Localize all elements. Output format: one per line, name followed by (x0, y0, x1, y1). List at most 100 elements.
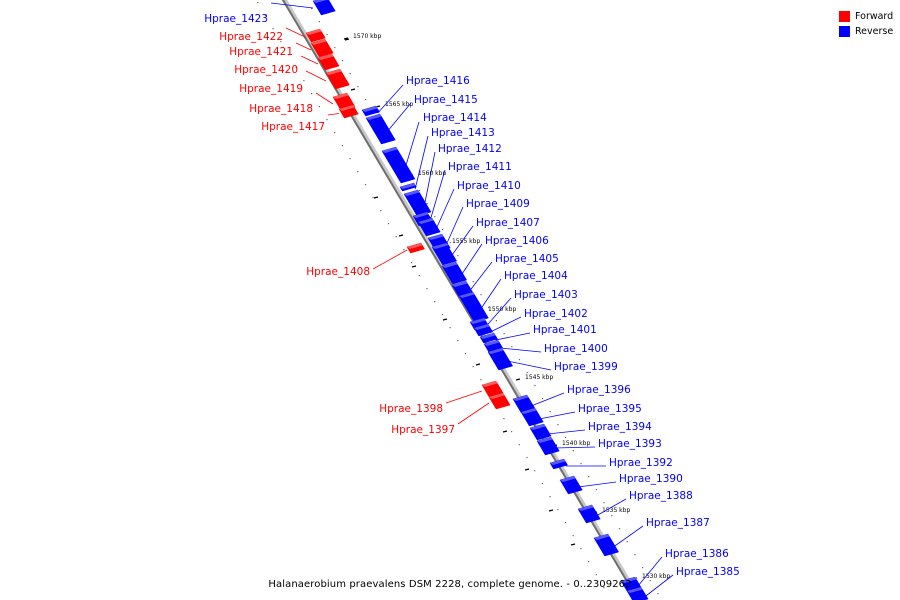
tick-dot (349, 73, 351, 75)
gene-block-highlight (366, 114, 383, 120)
gene-block (417, 217, 441, 237)
gene-label[interactable]: Hprae_1392 (609, 457, 673, 469)
gene-label[interactable]: Hprae_1404 (504, 270, 568, 282)
tick-dot (549, 411, 551, 413)
gene-block-highlight (313, 0, 327, 3)
gene-label[interactable]: Hprae_1408 (306, 266, 370, 278)
gene-label[interactable]: Hprae_1406 (485, 235, 549, 247)
gene-label[interactable]: Hprae_1415 (414, 94, 478, 106)
gene-label[interactable]: Hprae_1416 (406, 75, 470, 87)
tick-dot (365, 99, 367, 101)
gene-block (488, 392, 511, 410)
reverse-swatch (839, 26, 850, 37)
gene-block-highlight (362, 106, 379, 112)
gene-label[interactable]: Hprae_1386 (665, 548, 729, 560)
gene-label[interactable]: Hprae_1410 (457, 180, 521, 192)
gene-label[interactable]: Hprae_1405 (495, 253, 559, 265)
gene-blocks (305, 0, 649, 600)
gene-block (520, 407, 544, 427)
tick-dot (557, 424, 559, 426)
gene-label[interactable]: Hprae_1395 (578, 403, 642, 415)
tick-dot (595, 489, 597, 491)
gene-label[interactable]: Hprae_1400 (544, 343, 608, 355)
gene-block (473, 323, 494, 337)
axis-dash (442, 318, 448, 321)
tick-dot (372, 197, 374, 199)
axis-dash (475, 363, 481, 366)
gene-label[interactable]: Hprae_1390 (619, 473, 683, 485)
gene-label[interactable]: Hprae_1388 (629, 490, 693, 502)
tick-dot (634, 554, 636, 556)
leader-line (405, 121, 420, 168)
gene-label[interactable]: Hprae_1419 (239, 83, 303, 95)
tick-dot (588, 561, 590, 563)
tick-dot (434, 301, 436, 303)
gene-label[interactable]: Hprae_1401 (533, 324, 597, 336)
gene-label[interactable]: Hprae_1394 (588, 421, 652, 433)
gene-label[interactable]: Hprae_1422 (219, 31, 283, 43)
gene-label[interactable]: Hprae_1412 (438, 143, 502, 155)
leader-line (637, 556, 663, 587)
gene-label[interactable]: Hprae_1420 (234, 64, 298, 76)
leader-line (451, 225, 474, 257)
gene-label[interactable]: Hprae_1423 (204, 13, 268, 25)
axis-dash (524, 468, 530, 471)
tick-dot (649, 580, 651, 582)
gene-label[interactable]: Hprae_1417 (261, 121, 325, 133)
gene-block (479, 332, 498, 344)
gene-label[interactable]: Hprae_1398 (379, 403, 443, 415)
tick-dot (357, 171, 359, 173)
gene-block-highlight (318, 54, 335, 60)
gene-label[interactable]: Hprae_1407 (476, 217, 540, 229)
gene-label[interactable]: Hprae_1418 (249, 103, 313, 115)
gene-label[interactable]: Hprae_1403 (514, 289, 578, 301)
tick-dot (311, 93, 313, 95)
gene-label[interactable]: Hprae_1397 (391, 424, 455, 436)
tick-dot (611, 515, 613, 517)
tick-dot (580, 463, 582, 465)
tick-dot (311, 8, 313, 10)
legend-forward: Forward (839, 9, 893, 24)
gene-label[interactable]: Hprae_1409 (466, 198, 530, 210)
gene-block-highlight (432, 243, 449, 249)
tick-dot (441, 314, 443, 316)
gene-label[interactable]: Hprae_1399 (554, 361, 618, 373)
gene-label[interactable]: Hprae_1402 (524, 308, 588, 320)
gene-label[interactable]: Hprae_1414 (423, 112, 487, 124)
gene-label[interactable]: Hprae_1385 (676, 566, 740, 578)
gene-block (399, 182, 417, 192)
tick-dot (472, 366, 474, 368)
axis-dash (411, 265, 417, 268)
gene-block-highlight (459, 292, 476, 298)
tick-dot (280, 41, 282, 43)
leader-line (305, 70, 327, 82)
gene-block-highlight (339, 105, 356, 111)
gene-label[interactable]: Hprae_1387 (646, 517, 710, 529)
forward-swatch (839, 11, 850, 22)
leader-line (507, 360, 552, 371)
legend: Forward Reverse (839, 9, 893, 39)
gene-label[interactable]: Hprae_1413 (431, 127, 495, 139)
gene-block (361, 105, 380, 117)
gene-label[interactable]: Hprae_1393 (598, 438, 662, 450)
gene-label[interactable]: Hprae_1396 (567, 384, 631, 396)
tick-dot (434, 216, 436, 218)
gene-block (441, 261, 468, 285)
tick-dot (395, 236, 397, 238)
tick-dot (657, 593, 659, 595)
gene-block (559, 475, 583, 495)
tick-dot (457, 340, 459, 342)
scale-mark-label: 1555 kbp (452, 238, 480, 245)
gene-label[interactable]: Hprae_1411 (448, 161, 512, 173)
gene-labels: Hprae_1423 Hprae_1422 Hprae_1421 Hprae_1420… (204, 13, 740, 578)
tick-dot (503, 333, 505, 335)
leader-line (595, 498, 627, 517)
tick-dot (511, 431, 513, 433)
leader-line (530, 392, 565, 407)
leader-lines (270, 2, 674, 598)
gene-block (305, 28, 326, 43)
scale-mark-label: 1560 kbp (418, 170, 446, 177)
tick-dot (449, 242, 451, 244)
leader-line (469, 261, 493, 292)
gene-label[interactable]: Hprae_1421 (229, 46, 293, 58)
